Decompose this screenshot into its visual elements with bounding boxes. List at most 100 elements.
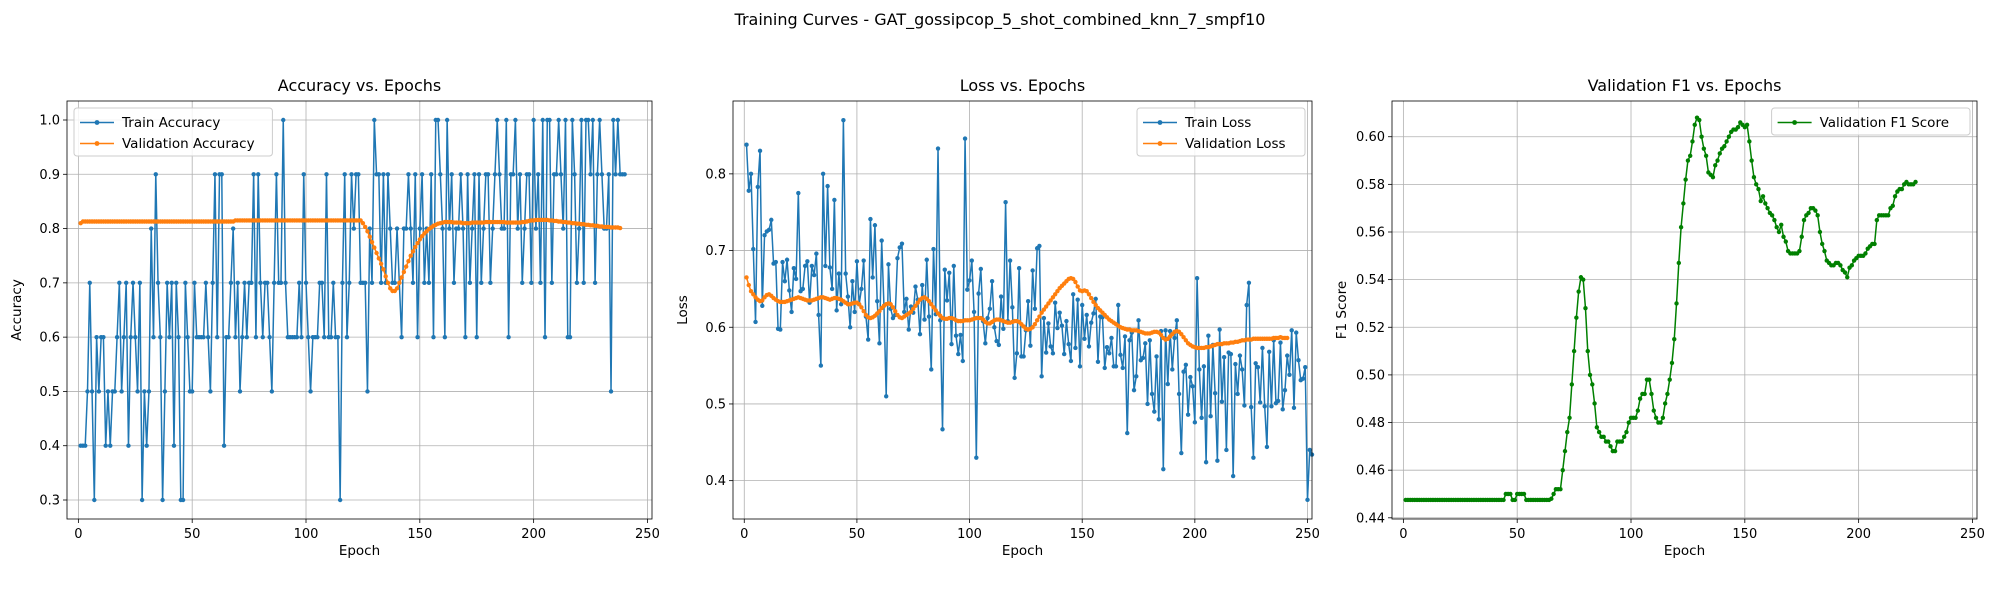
- data-point: [151, 334, 156, 340]
- data-point: [845, 294, 851, 299]
- data-point: [933, 308, 938, 313]
- data-point: [1152, 409, 1157, 414]
- data-point: [1050, 295, 1056, 300]
- data-point: [899, 241, 905, 246]
- data-point: [884, 394, 889, 399]
- data-point: [167, 334, 172, 340]
- y-tick-label: 0.50: [1356, 368, 1385, 383]
- data-point: [947, 270, 952, 275]
- data-point: [308, 389, 313, 394]
- data-point: [780, 259, 785, 265]
- data-point: [911, 306, 916, 312]
- data-point: [748, 171, 754, 177]
- series-line: [745, 119, 1313, 501]
- data-point: [417, 226, 423, 231]
- data-point: [378, 261, 384, 267]
- data-point: [558, 172, 564, 177]
- legend-label: Train Accuracy: [121, 115, 220, 131]
- data-point: [1190, 384, 1195, 389]
- data-point: [1899, 186, 1905, 192]
- data-point: [123, 280, 129, 286]
- data-point: [253, 334, 259, 340]
- x-tick-label: 200: [1182, 527, 1207, 542]
- data-point: [1082, 336, 1087, 341]
- data-point: [1167, 328, 1173, 334]
- data-point: [877, 341, 882, 346]
- data-point: [1296, 358, 1301, 363]
- data-point: [942, 267, 947, 272]
- data-point: [1158, 332, 1164, 338]
- data-point: [153, 172, 158, 177]
- data-point: [460, 226, 466, 231]
- data-point: [1253, 361, 1258, 366]
- data-point: [369, 280, 375, 286]
- data-point: [940, 427, 945, 432]
- data-point: [1585, 348, 1590, 354]
- legend-item: Train Loss: [1143, 115, 1251, 131]
- x-axis-label: Epoch: [339, 543, 380, 559]
- data-point: [96, 389, 102, 394]
- data-point: [1075, 297, 1080, 302]
- data-point: [513, 117, 518, 123]
- data-point: [1161, 466, 1166, 472]
- data-point: [144, 443, 149, 448]
- data-point: [374, 250, 379, 256]
- data-point: [1681, 201, 1686, 206]
- x-tick-label: 250: [635, 527, 660, 542]
- data-point: [1583, 306, 1588, 311]
- data-point: [1747, 139, 1752, 144]
- data-point: [1647, 377, 1652, 382]
- data-point: [838, 302, 844, 307]
- data-point: [1228, 351, 1234, 357]
- data-point: [615, 117, 621, 123]
- y-tick-label: 0.58: [1356, 178, 1385, 193]
- data-point: [841, 117, 846, 123]
- data-point: [1692, 122, 1697, 128]
- data-point: [542, 334, 548, 340]
- axes-frame: [732, 100, 1313, 520]
- data-point: [497, 172, 502, 177]
- data-point: [126, 443, 131, 448]
- data-point: [1032, 321, 1038, 327]
- data-point: [1913, 179, 1918, 185]
- data-point: [385, 172, 391, 177]
- data-point: [447, 226, 452, 231]
- data-point: [823, 263, 828, 269]
- data-point: [376, 172, 382, 177]
- legend: Train Loss Validation Loss: [1136, 107, 1306, 157]
- f1-chart: 0 50 100 150 200 250 0.44 0.46 0.48 0.50 0.52 0.54 0…: [1334, 76, 1985, 559]
- data-point: [1660, 415, 1666, 420]
- data-point: [296, 280, 302, 286]
- data-point: [260, 334, 265, 340]
- data-point: [1203, 460, 1209, 465]
- data-point: [877, 308, 882, 314]
- data-point: [782, 279, 788, 284]
- data-point: [1783, 239, 1788, 244]
- data-point: [1886, 213, 1891, 218]
- data-point: [219, 172, 224, 177]
- data-point: [271, 280, 277, 286]
- data-point: [1276, 398, 1281, 404]
- data-point: [306, 334, 311, 340]
- data-point: [586, 117, 591, 123]
- data-point: [1109, 335, 1114, 341]
- data-point: [1219, 399, 1225, 404]
- data-point: [1278, 340, 1283, 345]
- data-point: [265, 280, 270, 286]
- data-point: [755, 184, 760, 190]
- data-point: [1667, 377, 1672, 382]
- data-point: [1052, 300, 1058, 305]
- data-point: [904, 296, 909, 302]
- data-point: [1722, 144, 1727, 149]
- data-point: [451, 280, 457, 286]
- data-point: [215, 334, 220, 340]
- data-point: [608, 389, 614, 394]
- x-tick-label: 200: [521, 527, 546, 542]
- data-point: [1107, 351, 1112, 356]
- data-point: [778, 327, 783, 332]
- data-point: [1594, 425, 1600, 430]
- data-point: [162, 389, 168, 394]
- data-point: [399, 334, 404, 340]
- data-point: [1185, 412, 1191, 417]
- legend-label: Validation F1 Score: [1820, 115, 1949, 131]
